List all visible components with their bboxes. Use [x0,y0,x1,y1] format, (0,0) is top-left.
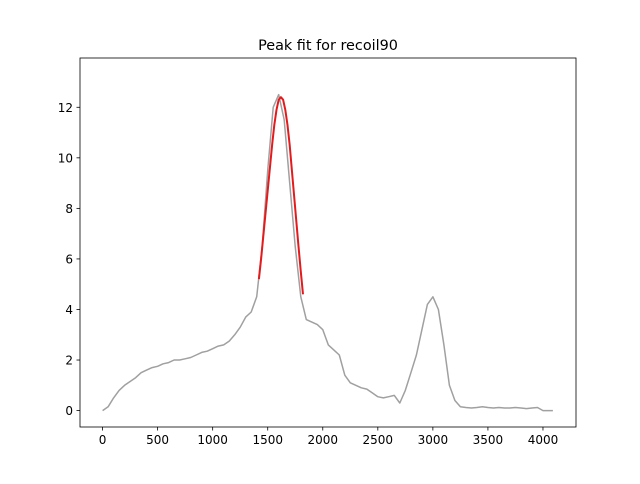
x-tick-label: 1500 [252,433,283,447]
x-tick-label: 3000 [418,433,449,447]
y-tick-label: 0 [65,404,73,418]
x-tick-label: 500 [146,433,169,447]
x-tick-label: 3500 [473,433,504,447]
x-tick-label: 2000 [307,433,338,447]
y-tick-label: 12 [58,101,73,115]
y-tick-label: 6 [65,252,73,266]
x-tick-label: 1000 [197,433,228,447]
axes-layer: 0 500 1000 1500 2000 2500 3000 3500 4000 0 2 4 6 8 10 1… [58,57,577,447]
y-tick-label: 8 [65,202,73,216]
spectrum-line [102,93,553,412]
x-tick-label: 0 [99,433,107,447]
y-tick-label: 10 [58,151,73,165]
y-tick-label: 2 [65,354,73,368]
plot-frame [79,57,577,428]
chart-title: Peak fit for recoil90 [258,38,398,54]
x-tick-label: 2500 [363,433,394,447]
y-tick-label: 4 [65,303,73,317]
series-layer [102,93,553,412]
x-tick-label: 4000 [528,433,559,447]
gaussian-fit-line [257,96,304,295]
